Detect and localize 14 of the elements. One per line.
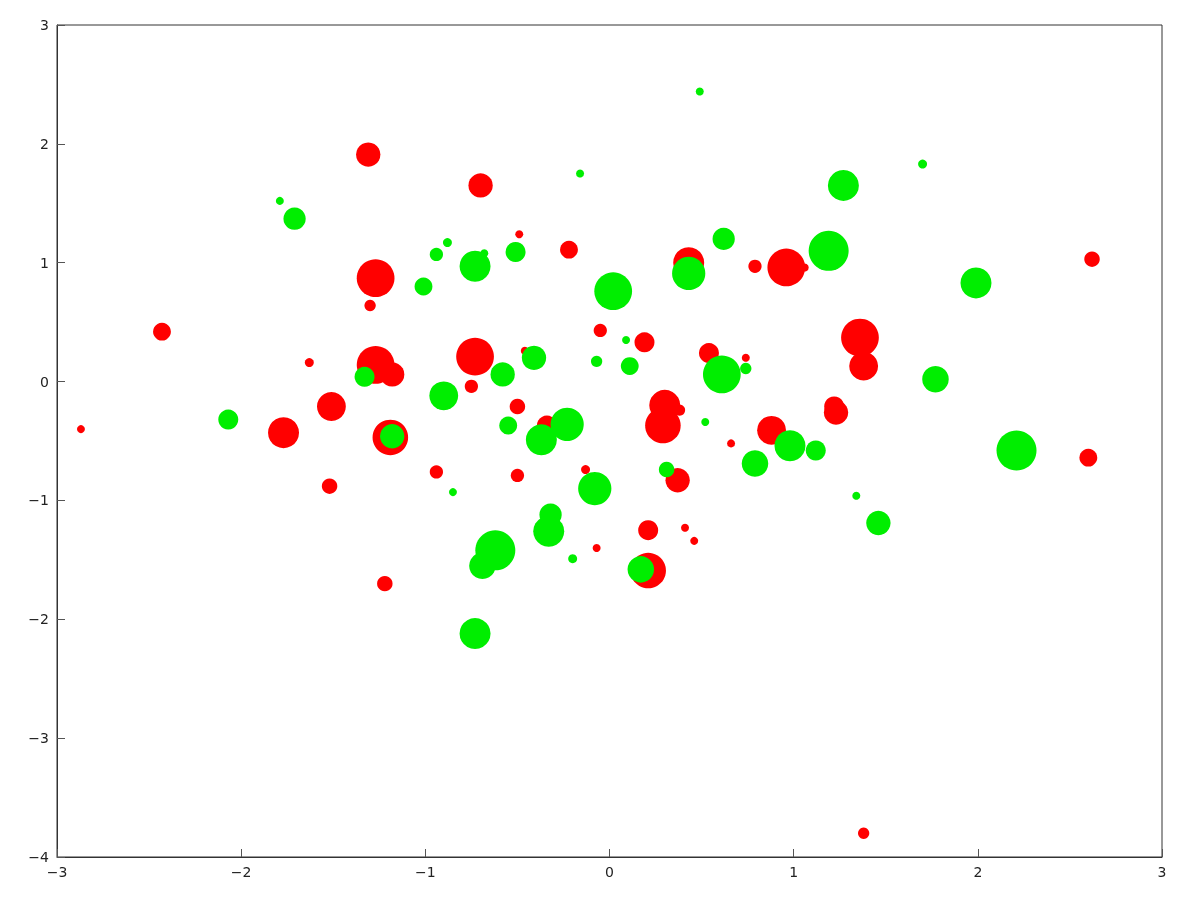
y-tick-label: 1	[40, 254, 49, 271]
x-tick-label: −1	[415, 864, 436, 880]
y-tick-label: 2	[40, 135, 49, 152]
y-tick-label: −2	[28, 611, 49, 628]
y-tick-label: −4	[28, 849, 50, 865]
x-tick-label: −2	[230, 864, 252, 880]
y-tick-label: 3	[40, 17, 49, 33]
y-tick-label: 0	[40, 373, 49, 390]
y-tick-label: −3	[28, 730, 49, 747]
x-tick-label: 2	[973, 864, 983, 880]
x-tick-label: 1	[789, 864, 799, 880]
y-tick-label: −1	[28, 492, 49, 509]
x-tick-label: 0	[605, 864, 614, 880]
x-tick-label: 3	[1157, 864, 1167, 880]
